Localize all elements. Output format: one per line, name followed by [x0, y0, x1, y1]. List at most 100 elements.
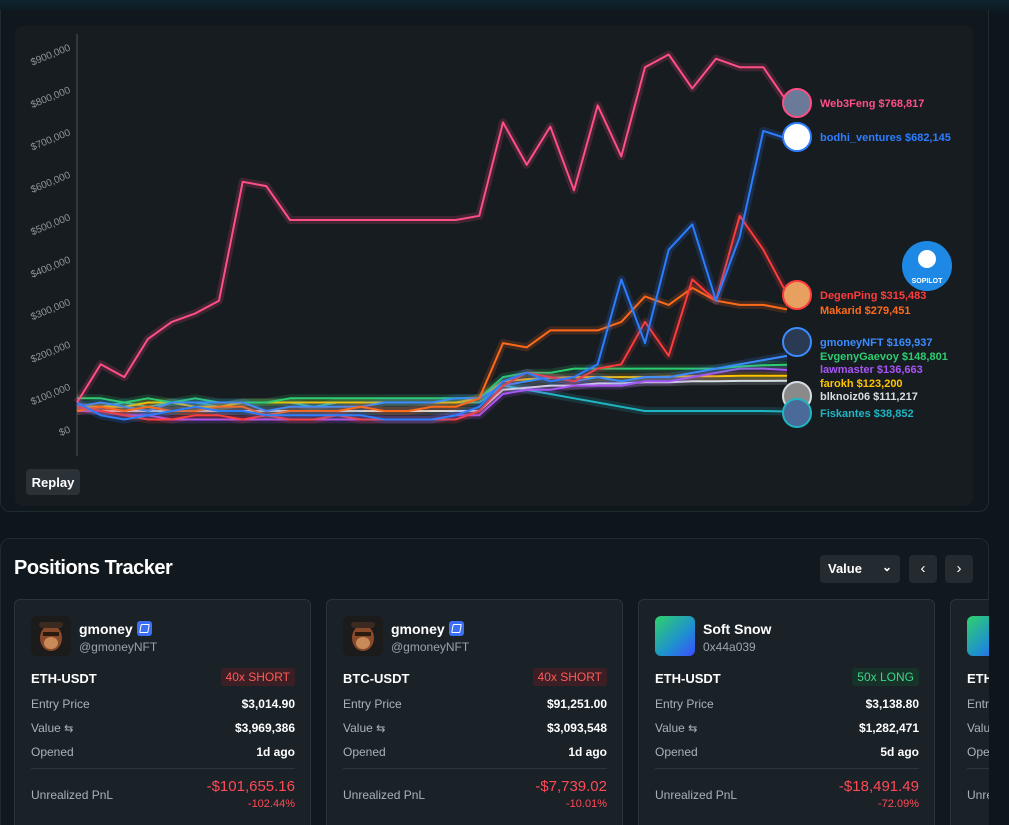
opened-label: Ope	[967, 745, 989, 759]
pnl-label: Unrealized PnL	[31, 788, 114, 802]
pnl-value: -$101,655.16	[206, 778, 295, 795]
pnl-percent: -10.01%	[566, 798, 607, 810]
y-tick-label: $600,000	[29, 170, 72, 196]
y-tick-label: $900,000	[29, 42, 72, 68]
pnl-percent: -72.09%	[878, 798, 919, 810]
entry-price-label: Entr	[967, 697, 989, 711]
trader-label: lawmaster $136,663	[820, 364, 923, 376]
entry-price-label: Entry Price	[343, 697, 402, 711]
leaderboard-chart-panel: $0 $100,000 $200,000 $300,000 $400,000 $500,0…	[0, 10, 989, 512]
trader-label: blknoiz06 $111,217	[820, 391, 918, 403]
swap-icon[interactable]: ⇆	[376, 723, 386, 735]
sort-select[interactable]: Value ⌄	[820, 555, 900, 583]
avatar	[31, 616, 71, 656]
avatar	[967, 616, 989, 656]
trader-handle: @gmoneyNFT	[391, 640, 470, 654]
trader-label: Web3Feng $768,817	[820, 98, 924, 110]
entry-price-label: Entry Price	[31, 697, 90, 711]
trader-avatar[interactable]	[782, 280, 812, 310]
trading-pair: ETH-	[967, 671, 989, 686]
trader-name: gmoney	[79, 621, 152, 637]
opened-label: Opened	[343, 745, 386, 759]
pnl-label: Unrealized PnL	[343, 788, 426, 802]
trader-address: 0x44a039	[703, 640, 756, 654]
robot-head-icon	[918, 250, 936, 268]
position-card[interactable]: gmoney @gmoneyNFT ETH-USDT 40x SHORT Ent…	[14, 599, 311, 825]
opened-value: 5d ago	[880, 745, 919, 759]
page-title: Positions Tracker	[14, 557, 173, 579]
position-badge: 50x LONG	[852, 668, 919, 686]
y-tick-label: $0	[58, 424, 73, 439]
trader-handle: @gmoneyNFT	[79, 640, 158, 654]
trader-label: farokh $123,200	[820, 378, 903, 390]
trader-avatar[interactable]	[782, 88, 812, 118]
pnl-value: -$7,739.02	[535, 778, 607, 795]
series-line-Web3Feng[interactable]	[76, 53, 788, 404]
value-label: Value ⇆	[655, 721, 698, 735]
series-line-Makarid[interactable]	[76, 286, 788, 417]
pnl-value: -$18,491.49	[838, 778, 919, 795]
trading-pair: BTC-USDT	[343, 671, 410, 686]
y-tick-label: $100,000	[29, 382, 72, 408]
trader-name: Soft Snow	[703, 621, 772, 637]
trader-label: Makarid $279,451	[820, 305, 911, 317]
value-label: Value ⇆	[31, 721, 74, 735]
y-tick-label: $800,000	[29, 85, 72, 111]
trading-pair: ETH-USDT	[655, 671, 721, 686]
avatar	[343, 616, 383, 656]
position-card[interactable]: gmoney @gmoneyNFT BTC-USDT 40x SHORT Ent…	[326, 599, 623, 825]
pnl-label: Unrealized PnL	[655, 788, 738, 802]
entry-price-value: $91,251.00	[546, 697, 607, 711]
trader-avatar[interactable]	[782, 398, 812, 428]
series-line-gmoneyNFT[interactable]	[76, 354, 788, 412]
opened-label: Opened	[655, 745, 698, 759]
position-value: $3,969,386	[234, 721, 295, 735]
trader-name: gmoney	[391, 621, 464, 637]
y-tick-label: $200,000	[29, 340, 72, 366]
trader-avatar[interactable]	[782, 327, 812, 357]
y-tick-label: $300,000	[29, 297, 72, 323]
ape-avatar-icon	[31, 616, 71, 656]
series-line-bodhi_ventures[interactable]	[76, 129, 788, 421]
sopilot-logo-text: SOPILOT	[912, 278, 943, 285]
opened-value: 1d ago	[256, 745, 295, 759]
sort-select-value: Value	[828, 561, 862, 576]
trading-pair: ETH-USDT	[31, 671, 97, 686]
verified-icon	[448, 621, 464, 636]
position-badge: 40x SHORT	[220, 668, 295, 686]
pnl-label: Unre	[967, 788, 989, 802]
entry-price-value: $3,138.80	[865, 697, 919, 711]
position-cards: gmoney @gmoneyNFT ETH-USDT 40x SHORT Ent…	[14, 599, 989, 825]
divider	[967, 768, 989, 769]
ape-avatar-icon	[343, 616, 383, 656]
next-page-button[interactable]: ›	[945, 555, 973, 583]
prev-page-button[interactable]: ‹	[909, 555, 937, 583]
swap-icon[interactable]: ⇆	[688, 723, 698, 735]
position-card[interactable]: Soft Snow 0x44a039 ETH-USDT 50x LONG Ent…	[638, 599, 935, 825]
series-line-EvgenyGaevoy[interactable]	[77, 363, 788, 404]
divider	[343, 768, 607, 769]
verified-icon	[136, 621, 152, 636]
positions-tracker-panel: Positions Tracker Value ⌄ ‹ › gmoney @gm…	[0, 538, 989, 825]
position-value: $3,093,548	[546, 721, 607, 735]
chevron-down-icon: ⌄	[881, 560, 892, 574]
pnl-percent: -102.44%	[247, 798, 295, 810]
position-badge: 40x SHORT	[532, 668, 607, 686]
position-value: $1,282,471	[858, 721, 919, 735]
value-label: Valu	[967, 721, 989, 735]
divider	[31, 768, 295, 769]
y-tick-label: $500,000	[29, 212, 72, 238]
series-line-glow	[73, 50, 791, 405]
trader-avatar[interactable]	[782, 122, 812, 152]
replay-button[interactable]: Replay	[26, 469, 80, 495]
trader-label: gmoneyNFT $169,937	[820, 337, 933, 349]
position-card[interactable]: ETH- Entr Valu Ope Unre	[950, 599, 989, 825]
swap-icon[interactable]: ⇆	[64, 723, 74, 735]
line-chart-svg: $0 $100,000 $200,000 $300,000 $400,000 $500,0…	[29, 34, 952, 456]
entry-price-label: Entry Price	[655, 697, 714, 711]
avatar	[655, 616, 695, 656]
value-label: Value ⇆	[343, 721, 386, 735]
trader-label: bodhi_ventures $682,145	[820, 132, 951, 144]
leaderboard-chart: $0 $100,000 $200,000 $300,000 $400,000 $500,0…	[15, 26, 973, 506]
divider	[655, 768, 919, 769]
